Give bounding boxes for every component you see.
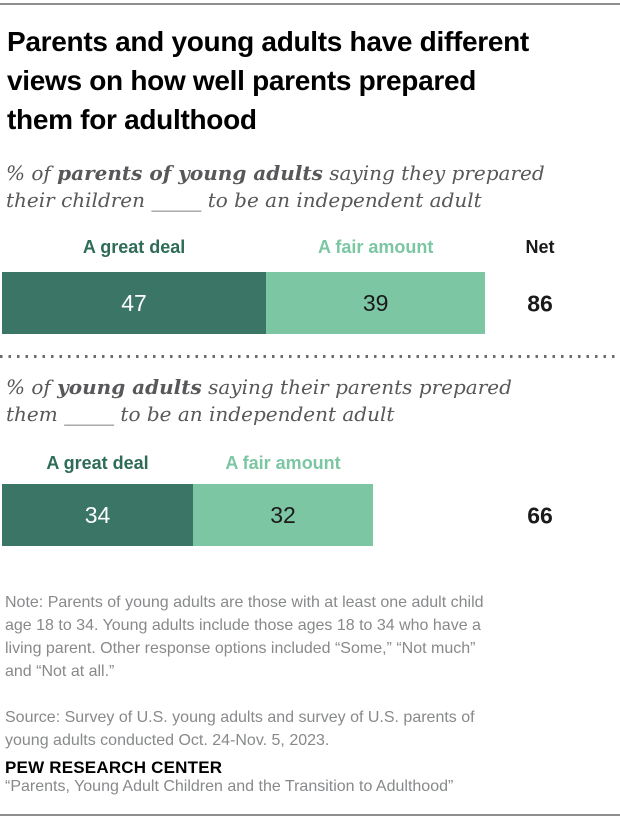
footnotes: Note: Parents of young adults are those … (5, 568, 617, 821)
dotted-divider (0, 355, 620, 358)
chart2-bar-segment-a-fair-amount: 32 (193, 484, 373, 546)
pew-research-center-wordmark: PEW RESEARCH CENTER (5, 758, 223, 777)
chart2-value-a-great-deal: 34 (84, 501, 111, 528)
top-rule (0, 3, 620, 5)
page-title: Parents and young adults have different … (7, 26, 529, 135)
chart1-net-value: 86 (527, 290, 553, 317)
chart2-net-value: 66 (527, 502, 553, 529)
chart2-subtitle: % of young adults saying their parents p… (6, 374, 614, 428)
chart2-subtitle-bold: young adults (57, 375, 202, 399)
chart2-subtitle-prefix: % of (6, 375, 58, 399)
chart1-stacked-bar: 47 39 (2, 272, 486, 334)
note-text: Note: Parents of young adults are those … (5, 594, 484, 680)
chart2-bar-segment-a-great-deal: 34 (2, 484, 194, 546)
chart1-legend-a-great-deal: A great deal (82, 237, 186, 257)
chart1-subtitle-prefix: % of (6, 161, 58, 185)
chart2-stacked-bar: 34 32 (2, 484, 373, 546)
chart2-value-a-fair-amount: 32 (270, 501, 296, 528)
chart1-legend-a-fair-amount: A fair amount (318, 237, 434, 257)
chart1-bar-segment-a-great-deal: 47 (2, 272, 267, 334)
chart1-subtitle-suffix: saying they prepared their children ____… (6, 161, 545, 212)
chart2-subtitle-suffix: saying their parents prepared them _____… (6, 375, 512, 426)
chart1-net-header: Net (525, 237, 555, 257)
report-title-text: “Parents, Young Adult Children and the T… (5, 778, 454, 795)
chart1-value-a-great-deal: 47 (121, 289, 147, 316)
source-text: Source: Survey of U.S. young adults and … (5, 709, 475, 749)
chart1-subtitle: % of parents of young adults saying they… (6, 160, 614, 214)
chart1-value-a-fair-amount: 39 (362, 289, 389, 316)
bottom-rule (0, 814, 620, 816)
chart2-legend-a-fair-amount: A fair amount (225, 453, 341, 473)
chart2-legend-a-great-deal: A great deal (46, 453, 149, 473)
chart1-bar-segment-a-fair-amount: 39 (266, 272, 486, 334)
chart1-subtitle-bold: parents of young adults (57, 161, 323, 185)
